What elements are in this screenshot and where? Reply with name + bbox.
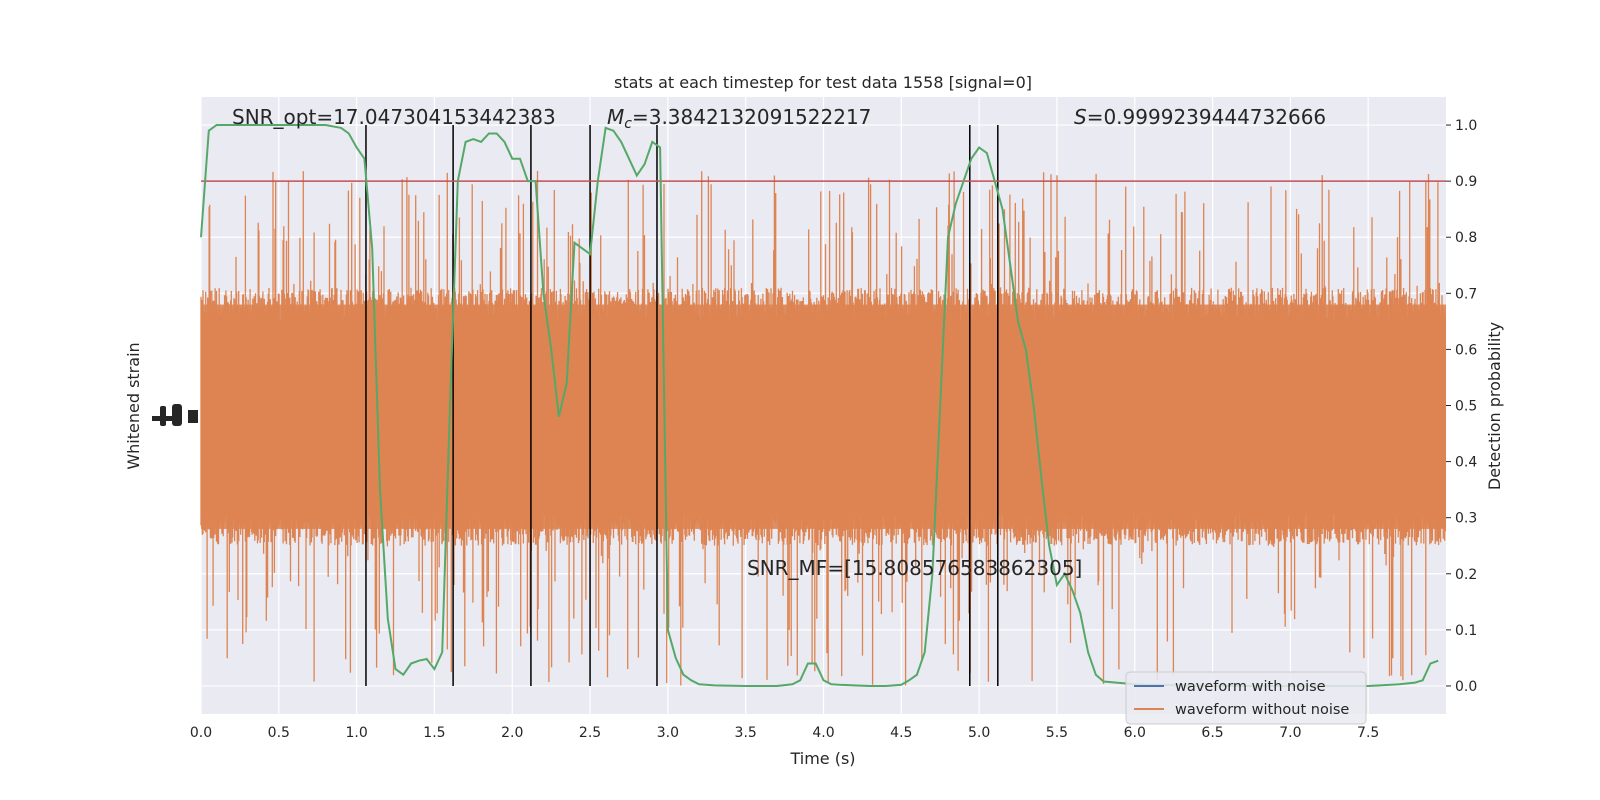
detection-probability-line (200, 124, 1439, 687)
chirp-mass-value: =3.3842132091522217 (632, 105, 871, 129)
s-annotation: S=0.9999239444732666 (1074, 105, 1326, 129)
x-axis-ticks: 0.0 0.5 1.0 1.5 2.0 2.5 3.0 3.5 4.0 4.5 5.0 5.5 6.0 6… (190, 725, 1379, 741)
chirp-mass-annotation: Mc=3.3842132091522217 (607, 105, 871, 132)
y-tick-label-8: 0.8 (1455, 230, 1477, 246)
vertical-markers (365, 125, 999, 686)
x-tick-label-8: 4.0 (812, 725, 834, 741)
left-axis-tick-clutter (152, 404, 198, 426)
y-tick-label-10: 1.0 (1455, 118, 1477, 134)
x-tick-label-11: 5.5 (1046, 725, 1068, 741)
y-tick-label-0: 0.0 (1455, 679, 1477, 695)
x-tick-label-14: 7.0 (1279, 725, 1301, 741)
x-tick-label-0: 0.0 (190, 725, 212, 741)
snr-opt-annotation: SNR_opt=17.047304153442383 (232, 105, 556, 129)
chirp-mass-subscript: c (624, 116, 632, 132)
legend-entry-with-noise: waveform with noise (1175, 679, 1326, 695)
x-tick-label-9: 4.5 (890, 725, 912, 741)
chart-title: stats at each timestep for test data 155… (614, 73, 1032, 92)
y-tick-label-3: 0.3 (1455, 511, 1477, 527)
x-tick-label-13: 6.5 (1201, 725, 1223, 741)
x-tick-label-12: 6.0 (1124, 725, 1146, 741)
x-tick-label-15: 7.5 (1357, 725, 1379, 741)
y-tick-label-9: 0.9 (1455, 174, 1477, 190)
y-axis-label-right: Detection probability (1485, 322, 1504, 490)
chirp-mass-symbol: M (607, 105, 624, 129)
x-tick-label-6: 3.0 (657, 725, 679, 741)
x-tick-label-7: 3.5 (735, 725, 757, 741)
x-tick-label-5: 2.5 (579, 725, 601, 741)
x-tick-label-10: 5.0 (968, 725, 990, 741)
y-tick-label-2: 0.2 (1455, 567, 1477, 583)
y-tick-label-1: 0.1 (1455, 623, 1477, 639)
y-tick-label-5: 0.5 (1455, 399, 1477, 415)
legend: waveform with noise waveform without noi… (1125, 671, 1367, 725)
s-value: =0.9999239444732666 (1087, 105, 1326, 129)
x-tick-label-1: 0.5 (268, 725, 290, 741)
x-tick-label-3: 1.5 (423, 725, 445, 741)
legend-box (1125, 671, 1367, 725)
y-tick-label-6: 0.6 (1455, 342, 1477, 358)
y-right-axis-ticks: 0.0 0.1 0.2 0.3 0.4 0.5 0.6 0.7 0.8 0.9 1.0 (1446, 118, 1477, 695)
y-tick-label-4: 0.4 (1455, 455, 1477, 471)
snr-mf-annotation: SNR_MF=[15.808576583862305] (747, 556, 1082, 580)
y-tick-label-7: 0.7 (1455, 286, 1477, 302)
y-axis-label-left: Whitened strain (124, 342, 143, 469)
x-tick-label-2: 1.0 (345, 725, 367, 741)
noise-spikes (200, 171, 1446, 686)
x-axis-label: Time (s) (789, 749, 855, 768)
legend-entry-without-noise: waveform without noise (1175, 702, 1349, 718)
waveform-without-noise-series (200, 171, 1446, 686)
s-symbol: S (1074, 105, 1087, 129)
x-tick-label-4: 2.0 (501, 725, 523, 741)
